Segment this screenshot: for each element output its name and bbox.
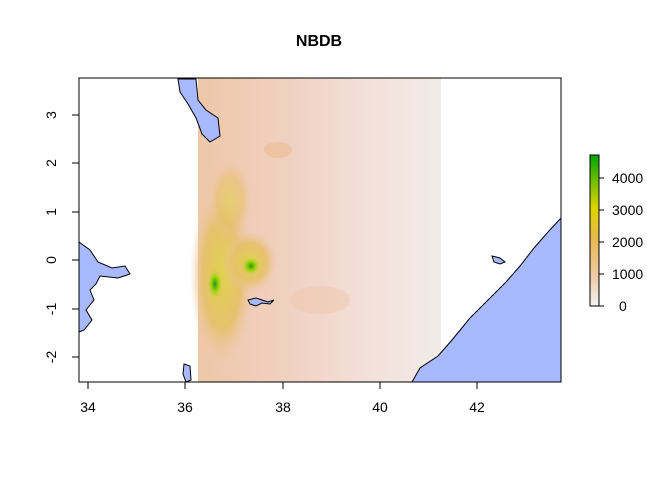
x-tick-label: 40 [372, 399, 388, 415]
legend-tick-label: 3000 [612, 202, 643, 218]
lake-baringo [247, 297, 275, 307]
coast-island [491, 255, 506, 265]
y-tick-label: 1 [43, 208, 59, 216]
y-tick-label: 0 [43, 256, 59, 264]
chart-title: NBDB [296, 33, 342, 50]
x-tick-label: 34 [80, 399, 96, 415]
y-tick-label: 3 [43, 111, 59, 119]
legend-tick-label: 2000 [612, 234, 643, 250]
elevation-raster [190, 78, 441, 382]
x-tick-labels: 34 36 38 40 42 [80, 399, 485, 415]
y-tick-label: -1 [43, 303, 59, 316]
y-tick-labels: -2 -1 0 1 2 3 [43, 111, 59, 363]
color-legend: 0 1000 2000 3000 4000 [589, 154, 643, 314]
x-tick-label: 42 [469, 399, 485, 415]
y-tick-label: 2 [43, 159, 59, 167]
y-tick-label: -2 [43, 351, 59, 364]
x-axis [87, 381, 478, 389]
legend-ticks [599, 177, 604, 307]
y-axis [72, 114, 80, 358]
lake-turkana [177, 78, 221, 143]
x-tick-label: 38 [275, 399, 291, 415]
lake-small-south [182, 363, 192, 383]
x-tick-label: 36 [177, 399, 193, 415]
legend-tick-label: 0 [619, 298, 627, 314]
legend-tick-label: 4000 [612, 170, 643, 186]
legend-colorbar [589, 154, 600, 307]
lake-victoria [78, 241, 131, 333]
legend-tick-label: 1000 [612, 266, 643, 282]
